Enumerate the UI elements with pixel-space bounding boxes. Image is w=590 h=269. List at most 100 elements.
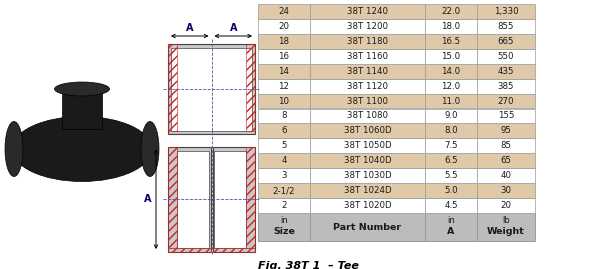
Text: 20: 20	[278, 22, 290, 31]
Text: 10: 10	[278, 97, 290, 105]
Ellipse shape	[141, 122, 159, 176]
Bar	[258, 198, 310, 213]
Text: in: in	[280, 216, 288, 225]
Bar	[310, 168, 425, 183]
Bar	[310, 64, 425, 79]
Bar	[425, 108, 477, 123]
Bar	[425, 34, 477, 49]
Ellipse shape	[12, 116, 152, 182]
Text: 5.0: 5.0	[444, 186, 458, 195]
Text: 65: 65	[500, 156, 512, 165]
Bar	[310, 183, 425, 198]
Bar	[258, 64, 310, 79]
Bar	[171, 48, 252, 131]
Text: 385: 385	[498, 82, 514, 91]
Bar	[310, 108, 425, 123]
Text: 38T 1100: 38T 1100	[347, 97, 388, 105]
Bar	[310, 94, 425, 108]
Text: 38T 1050D: 38T 1050D	[344, 141, 391, 150]
Text: 38T 1030D: 38T 1030D	[344, 171, 391, 180]
Bar	[425, 19, 477, 34]
Text: 5.5: 5.5	[444, 171, 458, 180]
Bar	[425, 49, 477, 64]
Bar	[310, 213, 425, 241]
Text: 550: 550	[498, 52, 514, 61]
Text: 3: 3	[281, 171, 287, 180]
Bar	[477, 213, 535, 241]
Bar	[212, 147, 255, 252]
Bar	[477, 108, 535, 123]
Bar	[477, 123, 535, 138]
Text: 6.5: 6.5	[444, 156, 458, 165]
Bar	[310, 34, 425, 49]
Bar	[425, 213, 477, 241]
Text: 16.5: 16.5	[441, 37, 461, 46]
Text: 14.0: 14.0	[441, 67, 461, 76]
Text: Weight: Weight	[487, 227, 525, 236]
Bar	[425, 64, 477, 79]
Bar	[168, 44, 255, 134]
Bar	[177, 151, 209, 248]
Bar	[258, 49, 310, 64]
Text: 38T 1020D: 38T 1020D	[344, 201, 391, 210]
Bar	[214, 151, 246, 248]
Text: 8.0: 8.0	[444, 126, 458, 135]
Text: 30: 30	[500, 186, 512, 195]
Bar	[425, 4, 477, 19]
Text: 155: 155	[498, 111, 514, 121]
Bar	[425, 79, 477, 94]
Text: 4: 4	[281, 156, 287, 165]
Text: 855: 855	[498, 22, 514, 31]
Bar	[477, 138, 535, 153]
Text: 8: 8	[281, 111, 287, 121]
Bar	[310, 19, 425, 34]
Bar	[310, 138, 425, 153]
Text: 38T 1040D: 38T 1040D	[344, 156, 391, 165]
Text: 85: 85	[500, 141, 512, 150]
Bar	[310, 49, 425, 64]
Bar	[477, 183, 535, 198]
Text: 12.0: 12.0	[441, 82, 461, 91]
Bar	[168, 147, 211, 252]
Text: A: A	[230, 23, 237, 33]
Bar	[425, 123, 477, 138]
Bar	[258, 34, 310, 49]
Text: in: in	[447, 216, 455, 225]
Bar	[477, 153, 535, 168]
Text: 2: 2	[281, 201, 287, 210]
Bar	[62, 89, 102, 129]
Text: 1,330: 1,330	[494, 7, 518, 16]
Bar	[477, 94, 535, 108]
Text: A: A	[447, 227, 455, 236]
Text: 9.0: 9.0	[444, 111, 458, 121]
Bar	[425, 198, 477, 213]
Text: 12: 12	[278, 82, 290, 91]
Text: 38T 1060D: 38T 1060D	[344, 126, 391, 135]
Bar	[477, 64, 535, 79]
Text: 38T 1200: 38T 1200	[347, 22, 388, 31]
Bar	[425, 94, 477, 108]
Text: 18: 18	[278, 37, 290, 46]
Text: 6: 6	[281, 126, 287, 135]
Bar	[310, 4, 425, 19]
Text: Size: Size	[273, 227, 295, 236]
Bar	[168, 248, 211, 252]
Text: Fig. 38T 1  – Tee: Fig. 38T 1 – Tee	[258, 261, 359, 269]
Bar	[477, 4, 535, 19]
Bar	[258, 183, 310, 198]
Bar	[258, 19, 310, 34]
Bar	[310, 153, 425, 168]
Bar	[168, 44, 177, 131]
Text: 435: 435	[498, 67, 514, 76]
Bar	[212, 248, 255, 252]
Bar	[258, 213, 310, 241]
Bar	[258, 168, 310, 183]
Bar	[425, 168, 477, 183]
Text: 40: 40	[500, 171, 512, 180]
Text: 22.0: 22.0	[441, 7, 461, 16]
Bar	[477, 19, 535, 34]
Text: 2-1/2: 2-1/2	[273, 186, 295, 195]
Bar	[258, 138, 310, 153]
Text: 38T 1240: 38T 1240	[347, 7, 388, 16]
Bar	[425, 138, 477, 153]
